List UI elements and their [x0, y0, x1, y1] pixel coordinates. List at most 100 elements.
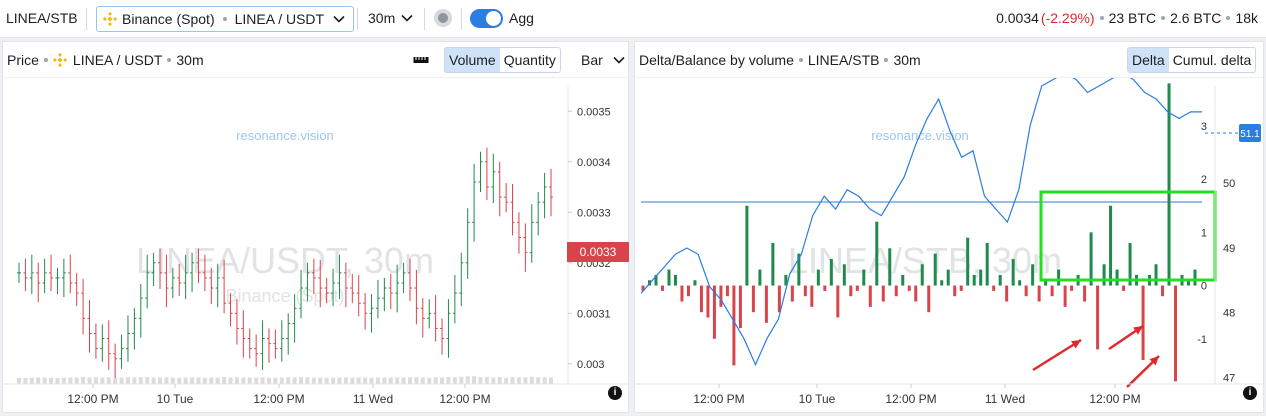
top-bar: LINEA/STB Binance (Spot) LINEA / USDT 30… — [0, 0, 1266, 38]
delta-bar — [1011, 258, 1015, 286]
timeframe-select[interactable]: 30m — [368, 10, 413, 26]
volume-bar — [132, 377, 137, 384]
y-tick-label: 0.0033 — [577, 207, 611, 219]
tab-delta[interactable]: Delta — [1128, 48, 1169, 72]
symbol-label: LINEA / USDT — [234, 11, 325, 27]
record-button[interactable] — [434, 9, 452, 27]
volume-bar — [542, 377, 547, 384]
price-tag: 0.0033 — [580, 245, 617, 259]
volume-bar — [375, 377, 380, 384]
delta-bar — [673, 274, 677, 286]
volume-bar — [17, 378, 21, 384]
delta-bar — [1089, 232, 1093, 286]
delta-bar — [1154, 264, 1158, 286]
delta-bar — [836, 285, 840, 318]
pair-label[interactable]: LINEA/STB — [6, 10, 78, 26]
volume-bar — [343, 377, 348, 384]
tab-cumul-delta[interactable]: Cumul. delta — [1172, 52, 1252, 68]
panel-title: Price — [7, 51, 39, 68]
delta-bar — [699, 285, 703, 313]
volume-bar — [529, 376, 534, 384]
x-tick-label: 11 Wed — [985, 392, 1025, 406]
volume-bar — [414, 377, 419, 384]
volume-bar — [382, 377, 387, 384]
delta-y-tick-label: -1 — [1197, 334, 1207, 346]
binance-icon — [103, 12, 117, 26]
price-panel: Price LINEA / USDT 30m Volume Quantity B… — [2, 41, 630, 413]
agg-toggle[interactable] — [470, 9, 503, 28]
delta-bar — [1193, 269, 1197, 286]
y-tick-label: 0.003 — [577, 359, 605, 371]
volume-bar — [74, 377, 79, 384]
delta-bar — [1128, 242, 1132, 286]
volume-bar — [234, 377, 239, 384]
volume-bar — [478, 377, 483, 384]
divider — [357, 8, 358, 30]
delta-bar — [686, 285, 690, 297]
delta-bar — [1005, 285, 1009, 302]
tab-volume[interactable]: Volume — [445, 48, 500, 72]
delta-bar — [953, 285, 957, 297]
delta-bar — [712, 285, 716, 339]
exchange-label: Binance (Spot) — [122, 11, 215, 27]
volume-bar — [170, 377, 175, 384]
divider — [424, 8, 425, 30]
delta-bar — [998, 274, 1002, 286]
delta-bar — [1167, 83, 1171, 286]
volume-bar — [138, 377, 143, 384]
delta-y-tick-label: 1 — [1201, 227, 1207, 239]
ohlc-bars — [17, 147, 553, 378]
delta-mode-toggle: Delta Cumul. delta — [1127, 47, 1257, 73]
x-tick-label: 12:00 PM — [253, 392, 304, 406]
volume-bar — [222, 376, 227, 384]
delta-bar — [862, 269, 866, 286]
delta-bar — [979, 269, 983, 286]
exchange-symbol-select[interactable]: Binance (Spot) LINEA / USDT — [96, 6, 355, 32]
delta-bar — [875, 221, 879, 286]
delta-bar — [823, 285, 827, 291]
delta-chart[interactable]: resonance.vision LINEA/STB, 30m 3210-150… — [635, 78, 1265, 412]
volume-bar — [113, 377, 118, 384]
ruler-icon[interactable] — [413, 54, 429, 64]
chart-type-select[interactable]: Bar — [581, 52, 625, 68]
delta-bar — [660, 285, 664, 291]
watermark-sub: Binance (Spot) — [225, 286, 344, 306]
tab-quantity[interactable]: Quantity — [503, 52, 556, 68]
info-icon[interactable]: i — [608, 386, 622, 400]
x-tick-label: 12:00 PM — [693, 392, 744, 406]
dot-separator — [43, 57, 48, 62]
volume-bar — [151, 377, 156, 384]
volume-bar — [23, 377, 28, 384]
x-tick-label: 12:00 PM — [67, 392, 118, 406]
price-chart[interactable]: resonance.vision LINEA/USDT, 30m Binance… — [3, 78, 630, 412]
delta-bar — [1096, 285, 1100, 350]
volume-bar — [484, 376, 489, 384]
chevron-down-icon — [333, 15, 345, 23]
volume-bar — [228, 377, 233, 384]
info-icon[interactable]: i — [1243, 386, 1257, 400]
volume-bar — [356, 377, 361, 384]
delta-bar — [907, 285, 911, 291]
delta-bar — [745, 205, 749, 286]
delta-bar — [1070, 285, 1074, 291]
red-arrow — [1032, 338, 1082, 372]
volume-bar — [324, 377, 329, 384]
panel-title: Delta/Balance by volume — [639, 51, 794, 68]
chevron-down-icon — [613, 56, 625, 64]
volume-bar — [87, 377, 92, 384]
record-icon — [438, 13, 448, 23]
delta-bar — [1031, 264, 1035, 286]
volume-bar — [125, 377, 130, 384]
volume-stat-2: 2.6 BTC — [1170, 10, 1222, 26]
delta-bar — [1141, 285, 1145, 361]
delta-bar — [1102, 264, 1106, 286]
delta-bar — [940, 280, 944, 286]
highlight-box — [1039, 190, 1217, 282]
volume-bar — [286, 377, 291, 384]
volume-bar — [433, 377, 438, 384]
price-x-axis: 12:00 PM 10 Tue 12:00 PM 11 Wed 12:00 PM — [67, 384, 491, 406]
delta-bar — [1050, 285, 1054, 297]
delta-bar — [654, 274, 658, 286]
dot-separator — [1226, 16, 1231, 20]
ticker-stats: 0.0034 (-2.29%) 23 BTC 2.6 BTC 18k — [996, 10, 1258, 26]
